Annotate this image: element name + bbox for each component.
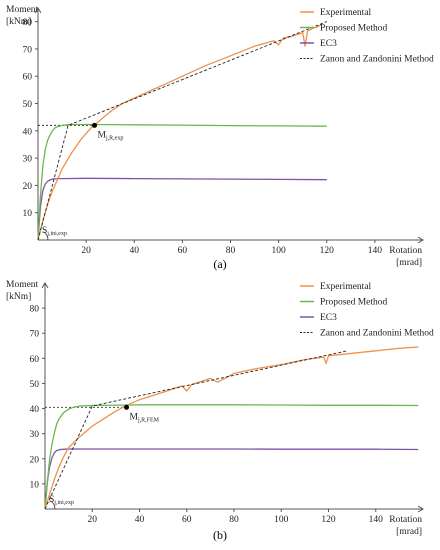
x-tick-label: 120 <box>321 515 336 525</box>
series-line-ec3 <box>44 448 419 510</box>
legend-label: EC3 <box>320 39 337 49</box>
x-axis-unit: [mrad] <box>396 258 422 268</box>
x-tick-label: 40 <box>130 246 140 256</box>
x-tick-label: 20 <box>81 246 91 256</box>
legend-label: Proposed Method <box>320 24 388 34</box>
x-axis-unit: [mrad] <box>396 527 422 537</box>
y-tick-label: 20 <box>23 182 33 192</box>
y-axis-arrow-icon <box>41 282 49 289</box>
stiffness-annotation: Sj,ini,exp <box>49 495 74 506</box>
stiffness-angle-arc <box>43 231 49 241</box>
x-tick-label: 60 <box>182 515 192 525</box>
legend-label: Zanon and Zandonini Method <box>320 55 434 65</box>
y-tick-label: 60 <box>30 355 40 365</box>
legend-label: Zanon and Zandonini Method <box>320 329 434 339</box>
x-tick-label: 20 <box>88 515 98 525</box>
y-tick-label: 10 <box>23 209 33 219</box>
y-tick-label: 60 <box>23 73 33 83</box>
y-tick-label: 80 <box>23 18 33 28</box>
chart-panel-a: 20 40 60 80 100 120 140 10 20 30 40 50 60 70 80 Moment [… <box>6 5 434 271</box>
series-line-experimental <box>44 346 419 510</box>
chart-panel-b: 20 40 60 80 100 120 140 10 20 30 40 50 60 70 80 Moment [… <box>6 280 434 542</box>
x-tick-label: 140 <box>369 515 384 525</box>
x-tick-label: 60 <box>178 246 188 256</box>
capacity-point-marker <box>92 122 98 128</box>
x-tick-label: 120 <box>320 246 335 256</box>
stiffness-angle-arc <box>50 500 56 510</box>
series-line-zanon-and-zandonini-method <box>37 21 327 241</box>
series-line-ec3 <box>37 177 327 241</box>
capacity-annotation: Mj,R,exp <box>98 130 124 141</box>
legend-label: Experimental <box>320 8 372 18</box>
x-axis-label: Rotation <box>389 515 422 525</box>
series-line-proposed-method <box>44 404 419 510</box>
legend-label: Proposed Method <box>320 298 388 308</box>
y-tick-label: 80 <box>30 305 40 315</box>
capacity-annotation: Mj,R,FEM <box>130 412 160 423</box>
y-axis-arrow-icon <box>34 7 42 14</box>
x-axis-arrow-icon <box>417 236 424 244</box>
series-line-zanon-and-zandonini-method <box>44 350 348 510</box>
panel-label: (a) <box>213 257 226 271</box>
y-tick-label: 10 <box>30 480 40 490</box>
x-axis-label: Rotation <box>389 246 422 256</box>
y-axis-unit: [kNm] <box>6 292 31 302</box>
x-tick-label: 80 <box>229 515 239 525</box>
panel-label: (b) <box>213 528 227 542</box>
y-tick-label: 50 <box>30 380 40 390</box>
y-tick-label: 20 <box>30 455 40 465</box>
capacity-point-marker <box>124 404 130 410</box>
x-tick-label: 40 <box>135 515 145 525</box>
legend-label: EC3 <box>320 313 337 323</box>
x-tick-label: 100 <box>274 515 289 525</box>
y-tick-label: 70 <box>23 45 33 55</box>
series-line-proposed-method <box>37 123 327 241</box>
x-tick-label: 140 <box>368 246 383 256</box>
legend-label: Experimental <box>320 282 372 292</box>
y-tick-label: 40 <box>23 127 33 137</box>
y-tick-label: 70 <box>30 330 40 340</box>
series-line-experimental <box>37 23 323 241</box>
y-tick-label: 50 <box>23 100 33 110</box>
y-axis-unit: [kNm] <box>6 17 31 27</box>
x-tick-label: 100 <box>272 246 287 256</box>
y-tick-label: 30 <box>23 155 33 165</box>
y-tick-label: 30 <box>30 430 40 440</box>
y-axis-label: Moment <box>6 280 39 290</box>
y-axis-label: Moment <box>6 5 39 15</box>
y-tick-label: 40 <box>30 405 40 415</box>
x-tick-label: 80 <box>226 246 236 256</box>
x-axis-arrow-icon <box>417 505 424 513</box>
stiffness-annotation: Sj,ini,exp <box>42 226 67 237</box>
